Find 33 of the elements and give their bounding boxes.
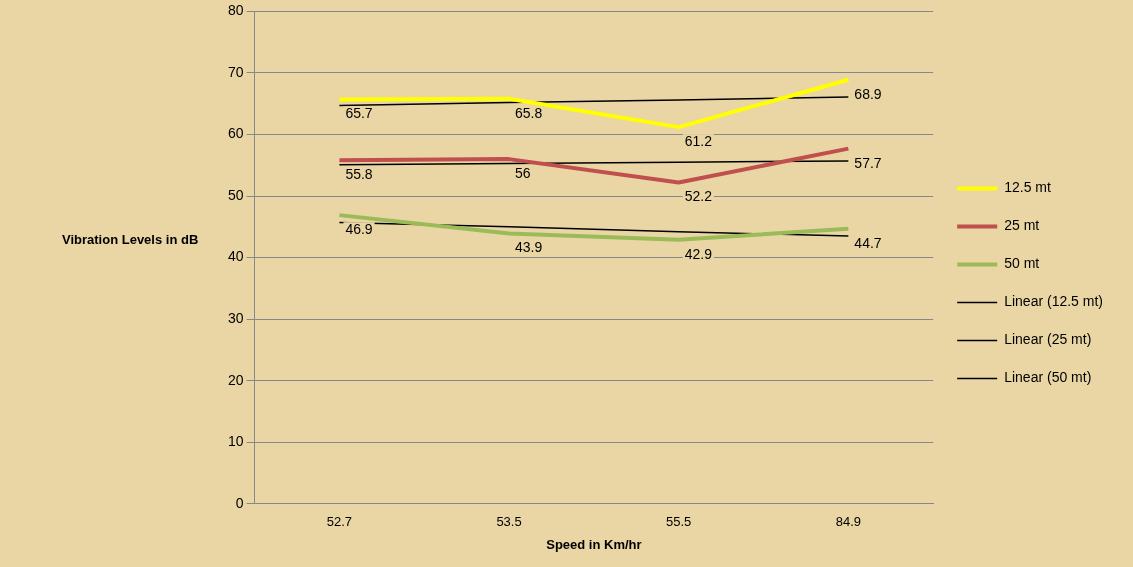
data-label: 65.8 bbox=[515, 104, 543, 121]
data-label: 42.9 bbox=[684, 245, 713, 262]
y-tick-label: 20 bbox=[227, 371, 244, 388]
data-label: 52.2 bbox=[684, 188, 713, 205]
data-label: 43.9 bbox=[515, 239, 543, 256]
x-tick-label: 55.5 bbox=[666, 514, 692, 530]
y-axis-title: Vibration Levels in dB bbox=[62, 232, 200, 247]
y-tick-label: 30 bbox=[227, 310, 244, 327]
data-label: 56 bbox=[515, 164, 531, 181]
data-label: 57.7 bbox=[854, 154, 882, 171]
y-tick-label: 10 bbox=[227, 433, 244, 450]
legend-label: Linear (25 mt) bbox=[1004, 331, 1092, 348]
y-tick-label: 50 bbox=[227, 186, 244, 203]
x-tick-label: 53.5 bbox=[496, 514, 522, 530]
legend-label: Linear (12.5 mt) bbox=[1004, 293, 1104, 310]
x-axis-title: Speed in Km/hr bbox=[546, 536, 642, 552]
data-label: 68.9 bbox=[854, 85, 882, 102]
data-label: 44.7 bbox=[854, 234, 882, 251]
y-tick-label: 0 bbox=[235, 494, 244, 511]
legend-label: 12.5 mt bbox=[1004, 179, 1051, 196]
x-tick-label: 52.7 bbox=[326, 514, 353, 530]
y-tick-label: 40 bbox=[227, 248, 244, 265]
y-tick-label: 60 bbox=[227, 125, 244, 142]
data-label: 65.7 bbox=[345, 105, 373, 122]
y-tick-label: 70 bbox=[227, 63, 244, 80]
data-label: 46.9 bbox=[345, 220, 373, 237]
x-tick-label: 84.9 bbox=[835, 514, 862, 530]
legend-label: 50 mt bbox=[1004, 255, 1040, 272]
legend-label: 25 mt bbox=[1004, 217, 1040, 234]
y-tick-label: 80 bbox=[227, 2, 244, 19]
legend-label: Linear (50 mt) bbox=[1004, 369, 1092, 386]
data-label: 55.8 bbox=[345, 166, 373, 183]
data-label: 61.2 bbox=[684, 132, 713, 149]
